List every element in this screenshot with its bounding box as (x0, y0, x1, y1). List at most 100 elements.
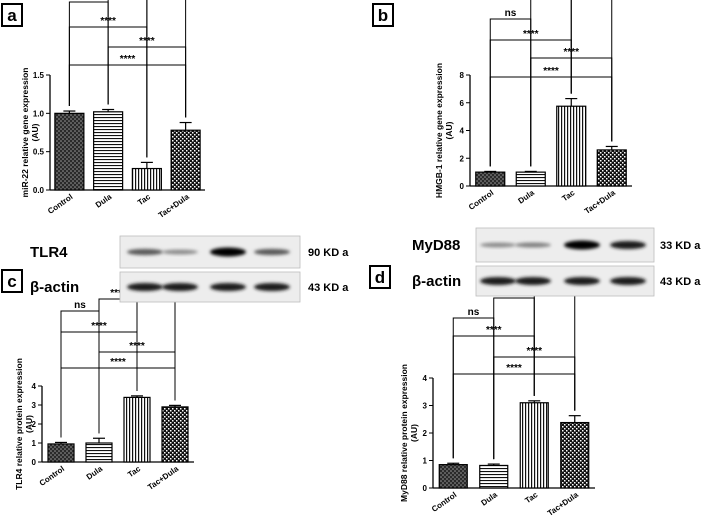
blot-band (210, 247, 246, 257)
y-tick-label: 1.0 (33, 109, 45, 118)
y-tick-label: 8 (460, 71, 465, 80)
blot-band (127, 248, 163, 256)
y-tick-label: 1 (423, 457, 428, 466)
bar-tac-dula (596, 149, 627, 187)
blot-band-size: 90 KD a (308, 247, 349, 259)
y-axis-label: TLR4 relative protein expression (14, 358, 24, 490)
blot-band (162, 249, 198, 255)
svg-text:a: a (7, 6, 17, 25)
blot-band (480, 242, 516, 248)
x-category-label: Dula (517, 188, 537, 206)
y-axis-label: (AU) (30, 123, 40, 141)
significance-bracket (489, 18, 532, 167)
significance-bracket (533, 276, 576, 411)
significance-bracket (60, 367, 176, 438)
y-tick-label: 4 (32, 382, 37, 391)
significance-label: **** (506, 363, 522, 374)
significance-label: ns (505, 8, 517, 19)
y-tick-label: 1 (32, 439, 37, 448)
significance-bracket (570, 0, 613, 142)
blot-band (254, 282, 290, 292)
bar-dula (515, 171, 546, 187)
bar-control (47, 443, 75, 463)
bar-control (438, 464, 468, 489)
blot-band-size: 43 KD a (308, 282, 349, 294)
significance-label: ns (468, 307, 480, 318)
y-axis-label: (AU) (409, 424, 419, 442)
y-tick-label: 2 (32, 420, 37, 429)
significance-label: ns (83, 0, 95, 2)
bar-tac (131, 167, 162, 191)
panel-label-d: d (369, 265, 391, 289)
bar-tac-dula (170, 129, 201, 191)
blot-band (564, 276, 600, 286)
y-tick-label: 4 (460, 127, 465, 136)
y-tick-label: 3 (32, 401, 37, 410)
y-axis-label: miR-22 relative gene expression (20, 68, 30, 198)
y-axis-label: MyD88 relative protein expression (399, 364, 409, 502)
y-axis-label: HMGB-1 relative gene expression (434, 63, 444, 198)
blot-protein-name: TLR4 (30, 244, 68, 261)
x-category-label: Dula (85, 464, 105, 482)
blot-band (610, 240, 646, 250)
x-category-label: Tac (136, 192, 152, 207)
bar-dula (479, 464, 509, 489)
chart-c-tlr4: 0 1 2 3 4 TLR4 relative protein expression (AU… (14, 271, 194, 492)
bar-tac-dula (560, 421, 590, 489)
blot-protein-name: β-actin (30, 279, 79, 296)
y-tick-label: 2 (423, 429, 428, 438)
blot-band (127, 282, 163, 292)
significance-bracket (489, 76, 613, 167)
y-tick-label: 0 (423, 484, 428, 493)
chart-d-myd88: 0 1 2 3 4 MyD88 relative protein expression (A… (399, 266, 595, 518)
significance-label: **** (110, 357, 126, 368)
svg-text:d: d (375, 268, 385, 287)
y-tick-label: 4 (423, 374, 428, 383)
y-axis-label: (AU) (444, 121, 454, 139)
significance-bracket (452, 317, 495, 460)
panel-label-a: a (1, 3, 23, 27)
western-blot-c: TLR4 90 KD a β-actin 43 KD a (30, 235, 349, 303)
y-tick-label: 0.5 (33, 148, 45, 157)
significance-label: **** (543, 66, 559, 77)
bar-tac (556, 105, 587, 187)
x-category-label: Dula (94, 192, 114, 210)
bar-tac (123, 396, 151, 463)
bar-dula (85, 442, 113, 463)
x-category-label: Tac+Dula (583, 188, 617, 216)
blot-band (515, 242, 551, 248)
bar-control (475, 171, 506, 187)
bar-tac (519, 402, 549, 489)
x-category-label: Tac+Dula (546, 490, 580, 518)
x-category-label: Dula (480, 490, 500, 508)
y-tick-label: 0.0 (33, 186, 45, 195)
bar-dula (93, 111, 124, 191)
blot-band (210, 282, 246, 292)
blot-band (162, 282, 198, 292)
blot-band (564, 240, 600, 250)
bar-tac-dula (161, 406, 189, 463)
blot-band (480, 276, 516, 286)
significance-label: **** (110, 288, 126, 299)
x-category-label: Tac (523, 490, 539, 505)
blot-band (254, 248, 290, 256)
blot-band-size: 43 KD a (660, 276, 701, 288)
panel-label-b: b (372, 3, 394, 27)
y-tick-label: 0 (460, 182, 465, 191)
svg-text:b: b (378, 6, 388, 25)
y-tick-label: 6 (460, 99, 465, 108)
y-tick-label: 2 (460, 154, 465, 163)
western-blot-d: MyD88 33 KD a β-actin 43 KD a (412, 227, 701, 297)
significance-bracket (452, 373, 576, 459)
y-tick-label: 0 (32, 458, 37, 467)
y-tick-label: 1.5 (33, 71, 45, 80)
bar-control (54, 112, 85, 191)
blot-band (515, 276, 551, 286)
x-category-label: Tac+Dula (146, 464, 180, 492)
x-category-label: Tac+Dula (157, 192, 191, 220)
significance-label: **** (120, 54, 136, 65)
x-category-label: Tac (126, 464, 142, 479)
x-category-label: Control (46, 192, 74, 216)
significance-bracket (146, 0, 187, 158)
x-category-label: Control (38, 464, 66, 488)
